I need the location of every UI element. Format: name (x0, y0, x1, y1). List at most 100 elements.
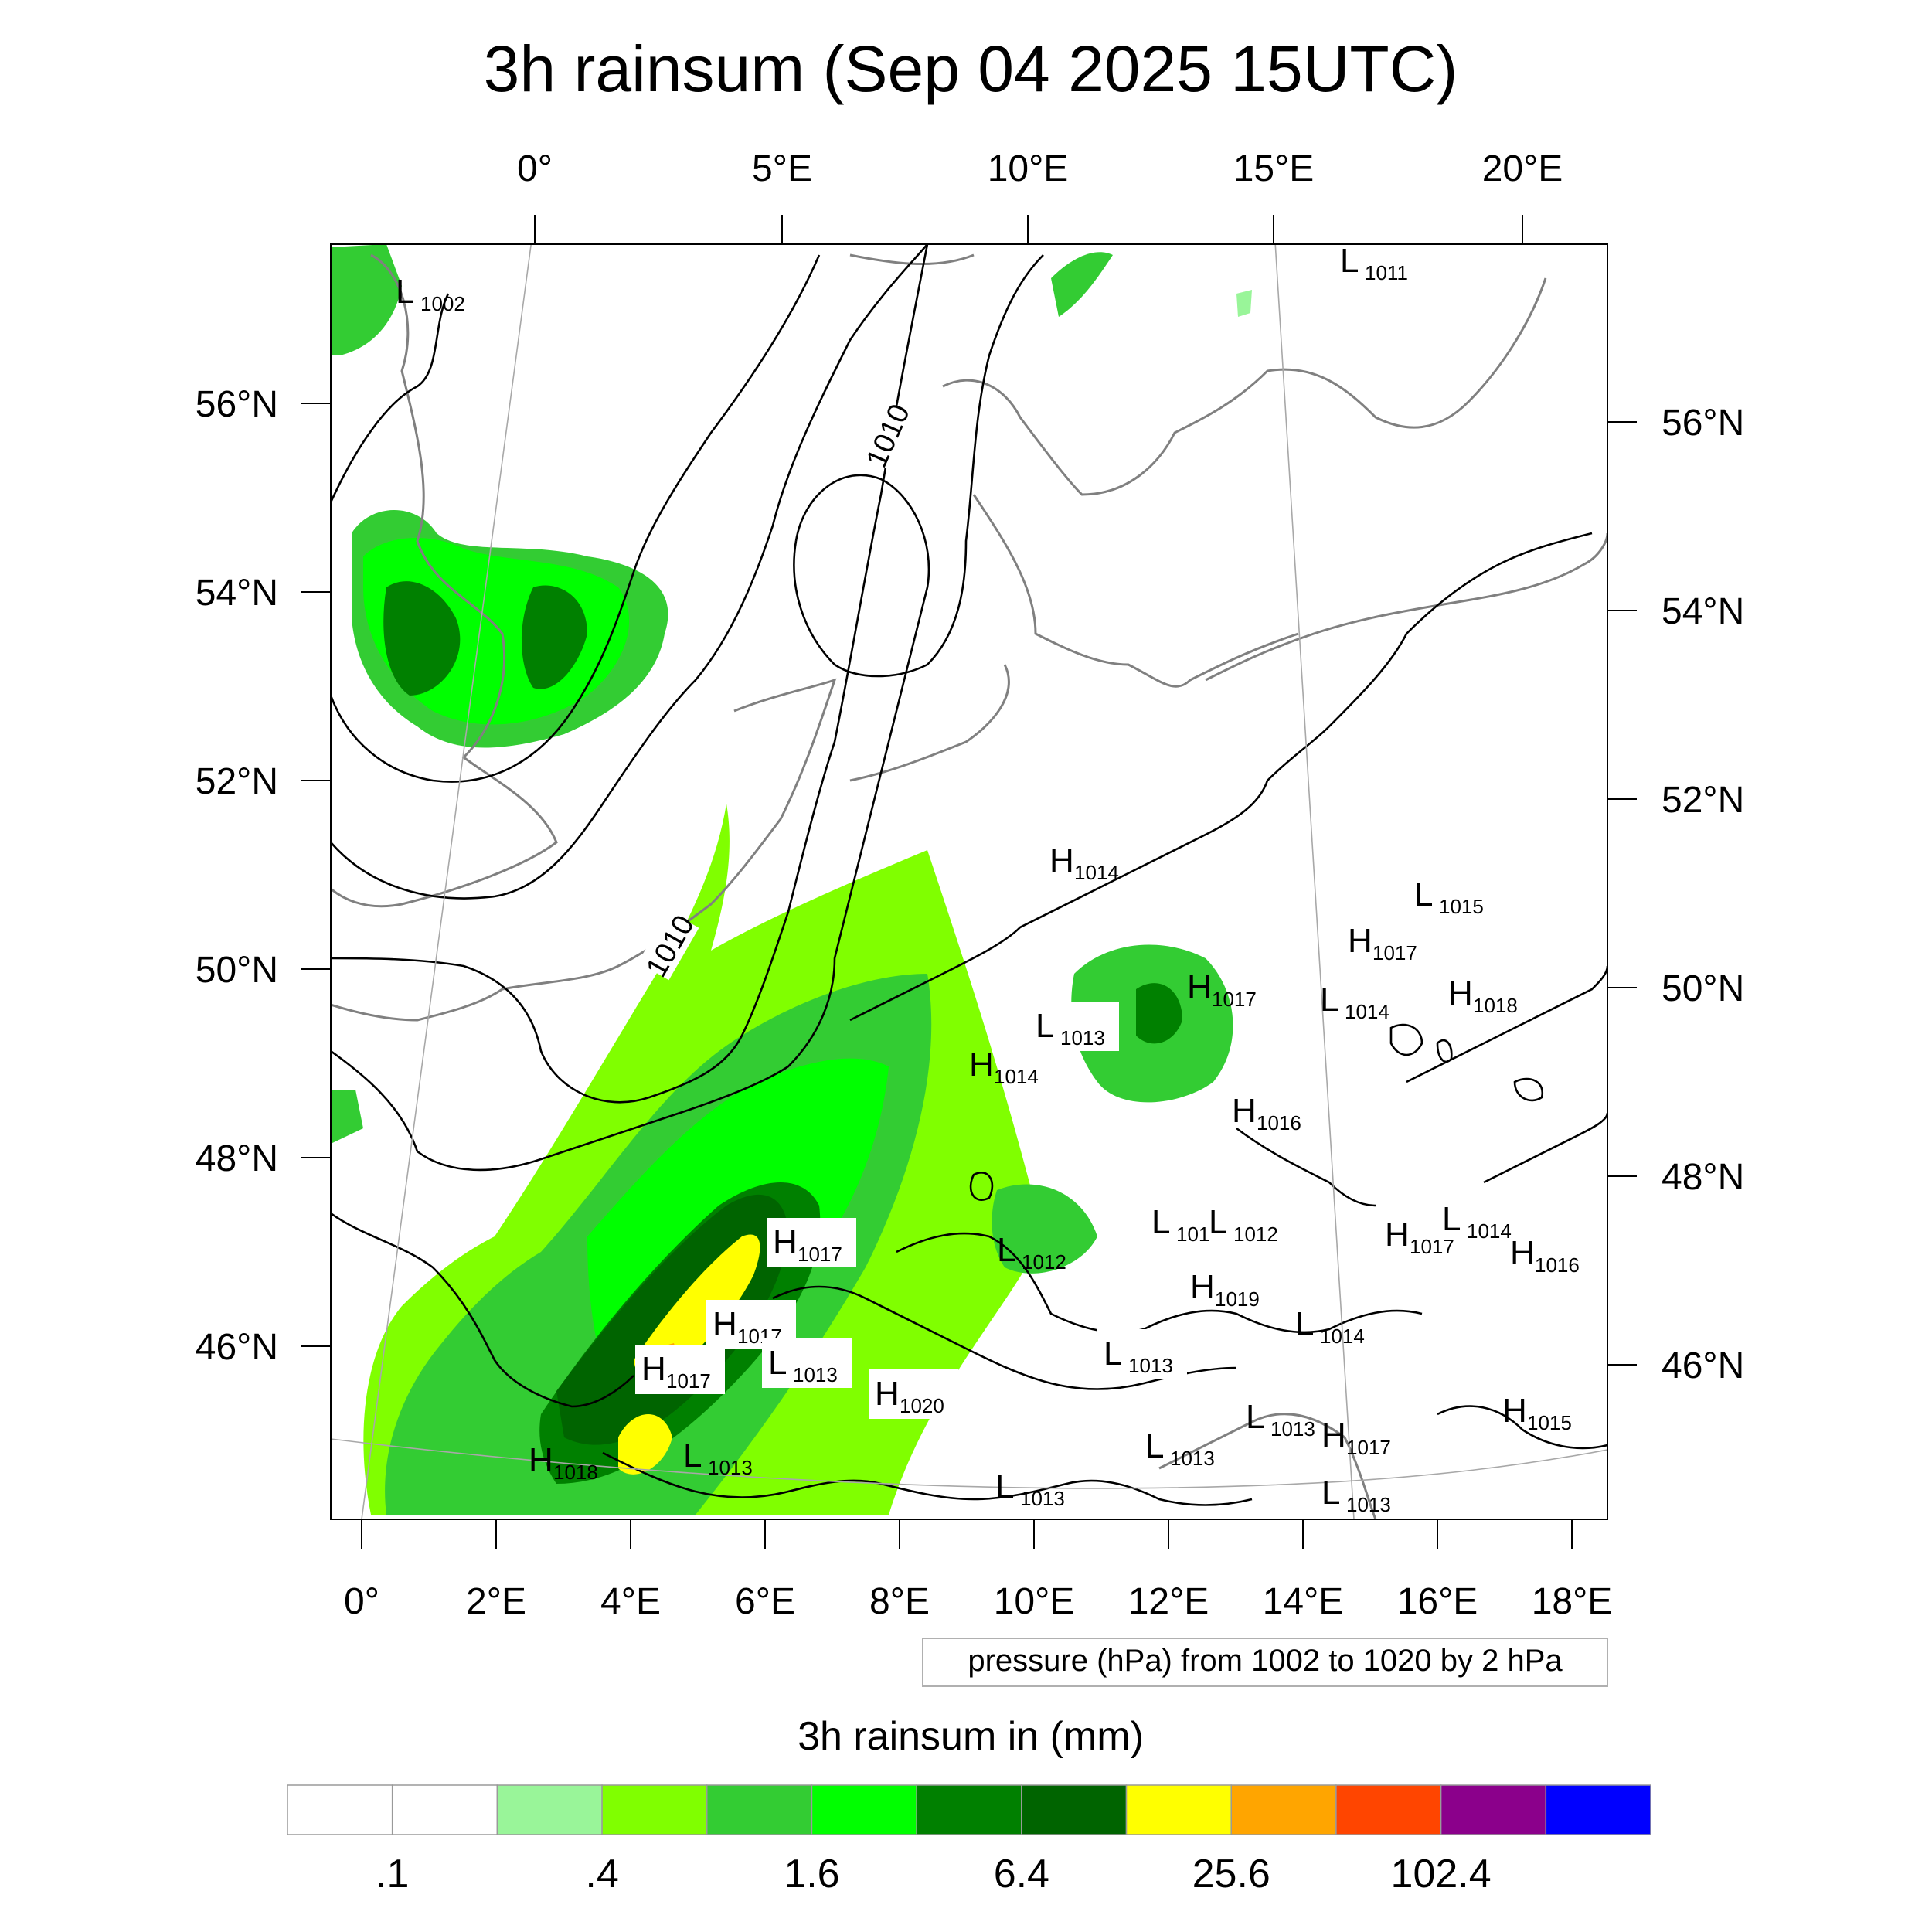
contour-label-bg (858, 400, 915, 470)
pressure-center-low: L 1012 (997, 1231, 1066, 1274)
pressure-center-low: L 1013 (1145, 1427, 1215, 1470)
colorbar-swatch (811, 1784, 917, 1835)
pressure-center-bg (869, 1369, 958, 1419)
pressure-center-kind: L (1036, 1007, 1054, 1045)
pressure-center-low: L 1015 (1414, 876, 1484, 918)
top-lon-label: 20°E (1482, 148, 1563, 189)
pressure-center-low: L 1012 (1209, 1203, 1278, 1246)
pressure-center-bg (1097, 1329, 1187, 1379)
bottom-lon-label: 18°E (1532, 1581, 1613, 1622)
pressure-center-value: 1011 (1365, 261, 1408, 284)
meridian-0 (361, 244, 532, 1519)
pressure-center-value: 1013 (1346, 1493, 1391, 1516)
right-lat-label: 48°N (1662, 1157, 1744, 1198)
pressure-center-kind: L (1340, 242, 1359, 280)
bottom-lon-label: 10°E (994, 1581, 1075, 1622)
left-lat-label: 46°N (196, 1327, 278, 1368)
pressure-center-low: L 1013 (683, 1437, 753, 1479)
pressure-center-bg (635, 1345, 725, 1394)
colorbar-swatch (496, 1784, 603, 1835)
axis-labels: 0° 5°E 10°E 15°E 20°E 56°N 54°N 52°N 50°N 48°N 46°… (196, 148, 1745, 1622)
pressure-center-value: 1013 (1170, 1447, 1215, 1470)
top-lon-label: 5°E (752, 148, 812, 189)
isobar-1004 (331, 254, 821, 783)
left-lat-label: 54°N (196, 573, 278, 614)
rain-area-denmark-fleck (1236, 290, 1252, 317)
isobar-1010 (331, 474, 930, 1172)
pressure-center-value: 1016 (1535, 1253, 1580, 1277)
colorbar-title: 3h rainsum in (mm) (798, 1714, 1144, 1759)
bottom-lon-label: 14°E (1263, 1581, 1344, 1622)
pressure-center-kind: L (995, 1468, 1014, 1505)
colorbar-tick-label: 1.6 (784, 1852, 839, 1896)
pressure-center-high: H 1016 (1510, 1234, 1580, 1277)
pressure-center-value: 1014 (1320, 1325, 1365, 1348)
pressure-center-value: 1017 (666, 1369, 711, 1393)
isobar-1010-upper (793, 254, 1044, 678)
pressure-center-high: H 1014 (969, 1046, 1039, 1088)
pressure-center-high: H 1020 (869, 1369, 958, 1419)
rain-area-uk-dark (383, 581, 587, 696)
pressure-center-kind: H (529, 1441, 553, 1479)
rain-area-alps-east (992, 1184, 1097, 1274)
top-lon-label: 15°E (1233, 148, 1315, 189)
isobar-1008 (331, 244, 929, 1104)
pressure-center-kind: H (1385, 1216, 1410, 1253)
pressure-center-kind: L (396, 273, 414, 311)
pressure-center-value: 1017 (1346, 1436, 1391, 1459)
pressure-center-kind: L (1295, 1305, 1314, 1343)
colorbar-swatch (1545, 1784, 1651, 1835)
bottom-lon-label: 16°E (1397, 1581, 1478, 1622)
pressure-center-kind: H (1502, 1392, 1527, 1430)
pressure-center-kind: H (1187, 968, 1212, 1006)
pressure-center-low: L 1014 (1320, 981, 1389, 1023)
rain-area-corner-west (331, 1090, 363, 1144)
colorbar-swatch (1440, 1784, 1547, 1835)
rain-area-central-europe-dark (1136, 983, 1182, 1044)
colorbar-swatch (1230, 1784, 1337, 1835)
pressure-center-low: L 1013 (1246, 1398, 1315, 1440)
colorbar-swatch (1335, 1784, 1442, 1835)
colorbar-tick-label: .1 (376, 1852, 409, 1896)
pressure-center-kind: L (1145, 1427, 1164, 1465)
top-lon-label: 0° (517, 148, 553, 189)
right-lat-label: 56°N (1662, 403, 1744, 444)
pressure-center-high: H 1017 (1385, 1216, 1454, 1258)
pressure-center-value: 1002 (420, 292, 465, 315)
pressure-center-value: 1013 (793, 1363, 838, 1386)
colorbar-tick-label: 25.6 (1192, 1852, 1270, 1896)
map-title: 3h rainsum (Sep 04 2025 15UTC) (484, 32, 1458, 105)
bottom-lon-label: 8°E (869, 1581, 930, 1622)
pressure-center-value: 1013 (708, 1456, 753, 1479)
pressure-center-kind: H (875, 1375, 900, 1413)
colorbar-swatch (1021, 1784, 1128, 1835)
pressure-center-kind: L (1321, 1474, 1340, 1512)
pressure-center-low: L 1013 (1097, 1329, 1187, 1379)
left-lat-label: 50°N (196, 950, 278, 991)
pressure-center-high: H 1016 (1232, 1092, 1301, 1134)
pressure-center-low: L 1013 (1321, 1474, 1391, 1516)
pressure-center-low: L 1013 (762, 1338, 852, 1388)
pressure-center-kind: L (1151, 1203, 1170, 1241)
isobar-closed-4 (1513, 1077, 1544, 1102)
pressure-center-kind: L (768, 1344, 787, 1382)
pressure-center-high: H 1014 (1049, 842, 1119, 884)
top-lon-label: 10°E (988, 148, 1069, 189)
pressure-center-kind: H (1190, 1268, 1215, 1306)
pressure-center-value: 1014 (994, 1065, 1039, 1088)
left-lat-label: 48°N (196, 1138, 278, 1179)
coast-denmark (849, 494, 1299, 782)
pressure-center-value: 1013 (1270, 1417, 1315, 1440)
graticule (331, 244, 1607, 1519)
pressure-center-high: H 1018 (1442, 969, 1532, 1019)
pressure-center-value: 1014 (1467, 1219, 1512, 1243)
pressure-center-kind: H (1510, 1234, 1535, 1272)
pressure-center-kind: L (1320, 981, 1338, 1019)
coast-norway (849, 253, 1547, 496)
isobar-closed-2 (1436, 1039, 1453, 1063)
pressure-center-bg (762, 1338, 852, 1388)
pressure-center-value: 1014 (1345, 1000, 1389, 1023)
pressure-center-low: L 1013 (995, 1468, 1065, 1510)
